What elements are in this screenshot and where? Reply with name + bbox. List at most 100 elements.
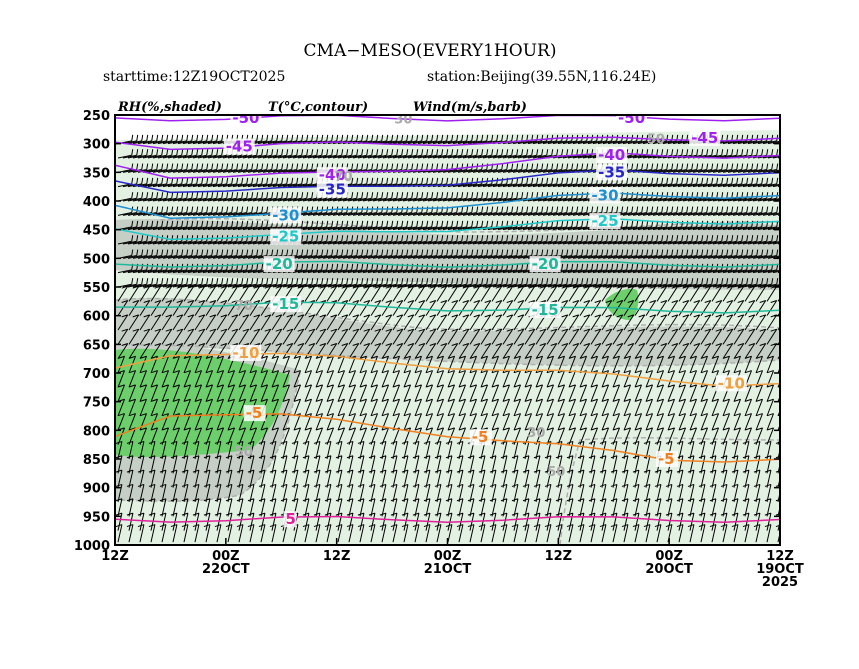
wind-barb xyxy=(150,384,158,402)
wind-barb xyxy=(127,212,142,216)
wind-barb xyxy=(425,370,433,388)
wind-barb-flag xyxy=(646,235,649,242)
wind-barb xyxy=(535,441,541,460)
wind-barb-feather xyxy=(280,440,288,444)
wind-barb xyxy=(572,212,587,216)
wind-barb-feather xyxy=(434,483,442,487)
wind-barb xyxy=(127,169,142,173)
wind-barb xyxy=(182,269,197,274)
wind-barb xyxy=(744,356,752,374)
wind-barb xyxy=(697,255,712,259)
wind-barb-feather xyxy=(558,398,565,402)
wind-barb-flag xyxy=(311,177,314,184)
wind-barb xyxy=(667,469,673,488)
wind-barb-feather xyxy=(569,384,576,388)
wind-barb xyxy=(542,169,557,173)
wind-barb-feather xyxy=(654,469,662,473)
wind-barb-flag xyxy=(686,278,689,285)
wind-barb-feather xyxy=(198,300,205,303)
wind-barb-feather xyxy=(481,370,488,374)
wind-barb-flag xyxy=(761,149,764,156)
wind-barb-flag xyxy=(441,220,444,227)
wind-barb xyxy=(491,370,499,388)
wind-barb xyxy=(707,183,722,188)
wind-barb-feather xyxy=(671,300,678,303)
wind-barb xyxy=(617,269,632,274)
wind-barb-feather xyxy=(646,370,653,374)
wind-barb xyxy=(357,255,372,259)
wind-barb-feather xyxy=(302,498,310,502)
wind-barb-feather xyxy=(704,328,711,332)
wind-barb-flag xyxy=(321,235,324,242)
wind-barb xyxy=(535,484,541,503)
wind-barb-feather xyxy=(316,427,323,431)
wind-barb-feather xyxy=(423,483,431,487)
wind-barb xyxy=(662,183,677,188)
wind-barb xyxy=(672,212,687,216)
wind-barb-flag xyxy=(706,149,709,156)
wind-barb xyxy=(656,285,668,302)
wind-barb-flag xyxy=(711,149,714,156)
wind-barb-flag xyxy=(201,206,204,213)
wind-barb xyxy=(192,255,207,259)
wind-barb-feather xyxy=(231,300,238,303)
wind-barb xyxy=(677,269,692,274)
wind-barb-feather xyxy=(643,498,651,502)
wind-barb-feather xyxy=(393,398,400,402)
wind-barb-flag xyxy=(651,163,654,170)
wind-barb-flag xyxy=(782,235,783,241)
wind-barb xyxy=(182,183,197,188)
wind-barb-feather xyxy=(676,469,684,473)
wind-barb xyxy=(766,455,772,474)
wind-barb-flag xyxy=(716,149,719,156)
wind-barb-flag xyxy=(411,134,414,141)
wind-barb xyxy=(702,197,717,202)
wind-barb xyxy=(587,183,602,188)
wind-barb-feather xyxy=(371,384,378,388)
wind-barb-flag xyxy=(311,235,314,242)
wind-barb xyxy=(194,300,206,316)
wind-barb xyxy=(197,197,212,202)
wind-barb-feather xyxy=(448,370,455,374)
wind-barb-flag xyxy=(581,206,584,213)
wind-barb xyxy=(502,484,508,503)
wind-barb xyxy=(436,484,442,503)
wind-barb xyxy=(546,399,554,417)
wind-barb xyxy=(197,183,212,188)
wind-barb-flag xyxy=(281,163,284,170)
wind-barb-flag xyxy=(686,149,689,156)
wind-barb-flag xyxy=(566,249,569,256)
wind-barb-flag xyxy=(621,220,624,227)
wind-barb-flag xyxy=(146,263,149,270)
wind-barb-flag xyxy=(516,149,519,156)
wind-barb-flag xyxy=(261,278,264,285)
wind-barb-flag xyxy=(346,149,349,156)
wind-barb-feather xyxy=(605,300,612,303)
wind-barb-feather xyxy=(360,370,367,374)
wind-barb-flag xyxy=(276,177,279,184)
wind-barb xyxy=(187,140,202,145)
wind-barb xyxy=(744,343,756,359)
wind-barb-feather xyxy=(613,370,620,374)
wind-barb xyxy=(717,183,732,188)
wind-barb-flag xyxy=(536,177,539,184)
wind-barb xyxy=(557,183,572,188)
wind-barb xyxy=(272,183,287,188)
wind-barb-flag xyxy=(246,206,249,213)
wind-barb-flag xyxy=(576,263,579,270)
wind-barb xyxy=(402,226,417,231)
wind-barb-flag xyxy=(771,249,774,256)
wind-barb-flag xyxy=(171,149,174,156)
wind-barb-flag xyxy=(561,163,564,170)
wind-barb-flag xyxy=(391,220,394,227)
wind-barb-feather xyxy=(247,483,255,487)
wind-barb-flag xyxy=(576,206,579,213)
wind-barb xyxy=(637,240,652,245)
wind-barb-flag xyxy=(741,249,744,256)
wind-barb xyxy=(128,343,140,359)
wind-barb xyxy=(362,226,377,231)
wind-barb xyxy=(702,240,717,245)
wind-barb xyxy=(513,370,521,388)
wind-barb-feather xyxy=(583,328,590,332)
wind-barb-flag xyxy=(371,235,374,242)
